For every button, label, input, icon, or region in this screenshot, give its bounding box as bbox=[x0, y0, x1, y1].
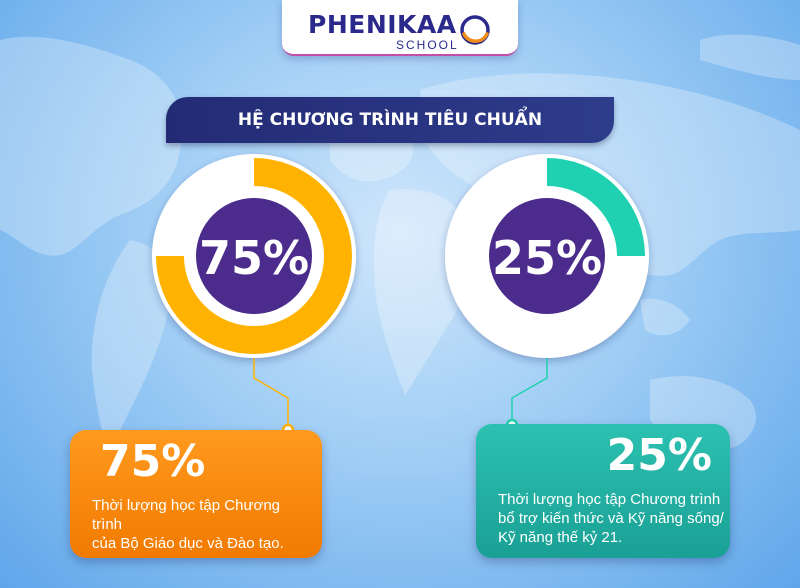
donut-left-center-label: 75% bbox=[199, 231, 309, 285]
donut-left-arc bbox=[156, 158, 352, 354]
card-right-line: bổ trợ kiến thức và Kỹ năng sống/ bbox=[498, 510, 724, 527]
card-right: 25% Thời lượng học tập Chương trình bổ t… bbox=[476, 424, 730, 558]
card-right-line: Thời lượng học tập Chương trình bbox=[498, 491, 721, 508]
card-right-value: 25% bbox=[606, 430, 712, 481]
page-title: HỆ CHƯƠNG TRÌNH TIÊU CHUẨN bbox=[237, 110, 543, 130]
connector-left bbox=[253, 358, 289, 428]
logo-tab: PHENIKAA SCHOOL bbox=[282, 0, 518, 56]
donut-right-center bbox=[489, 198, 605, 314]
donut-left-center bbox=[196, 198, 312, 314]
phenikaa-ring-logo-icon bbox=[460, 15, 490, 45]
card-left: 75% Thời lượng học tập Chương trình của … bbox=[70, 430, 322, 558]
card-right-line: Kỹ năng thế kỷ 21. bbox=[498, 529, 623, 546]
card-left-line: Thời lượng học tập Chương trình bbox=[92, 497, 281, 533]
card-right-description: Thời lượng học tập Chương trình bổ trợ k… bbox=[498, 490, 728, 547]
donut-right-arc bbox=[546, 158, 645, 257]
card-left-line: của Bộ Giáo dục và Đào tạo. bbox=[92, 535, 284, 552]
card-left-description: Thời lượng học tập Chương trình của Bộ G… bbox=[92, 496, 312, 553]
card-left-value: 75% bbox=[100, 436, 206, 487]
connector-right bbox=[511, 358, 548, 422]
title-banner: HỆ CHƯƠNG TRÌNH TIÊU CHUẨN bbox=[166, 97, 614, 143]
donut-right-center-label: 25% bbox=[492, 231, 602, 285]
logo-sub: SCHOOL bbox=[396, 38, 459, 52]
logo-brand: PHENIKAA bbox=[308, 10, 457, 39]
